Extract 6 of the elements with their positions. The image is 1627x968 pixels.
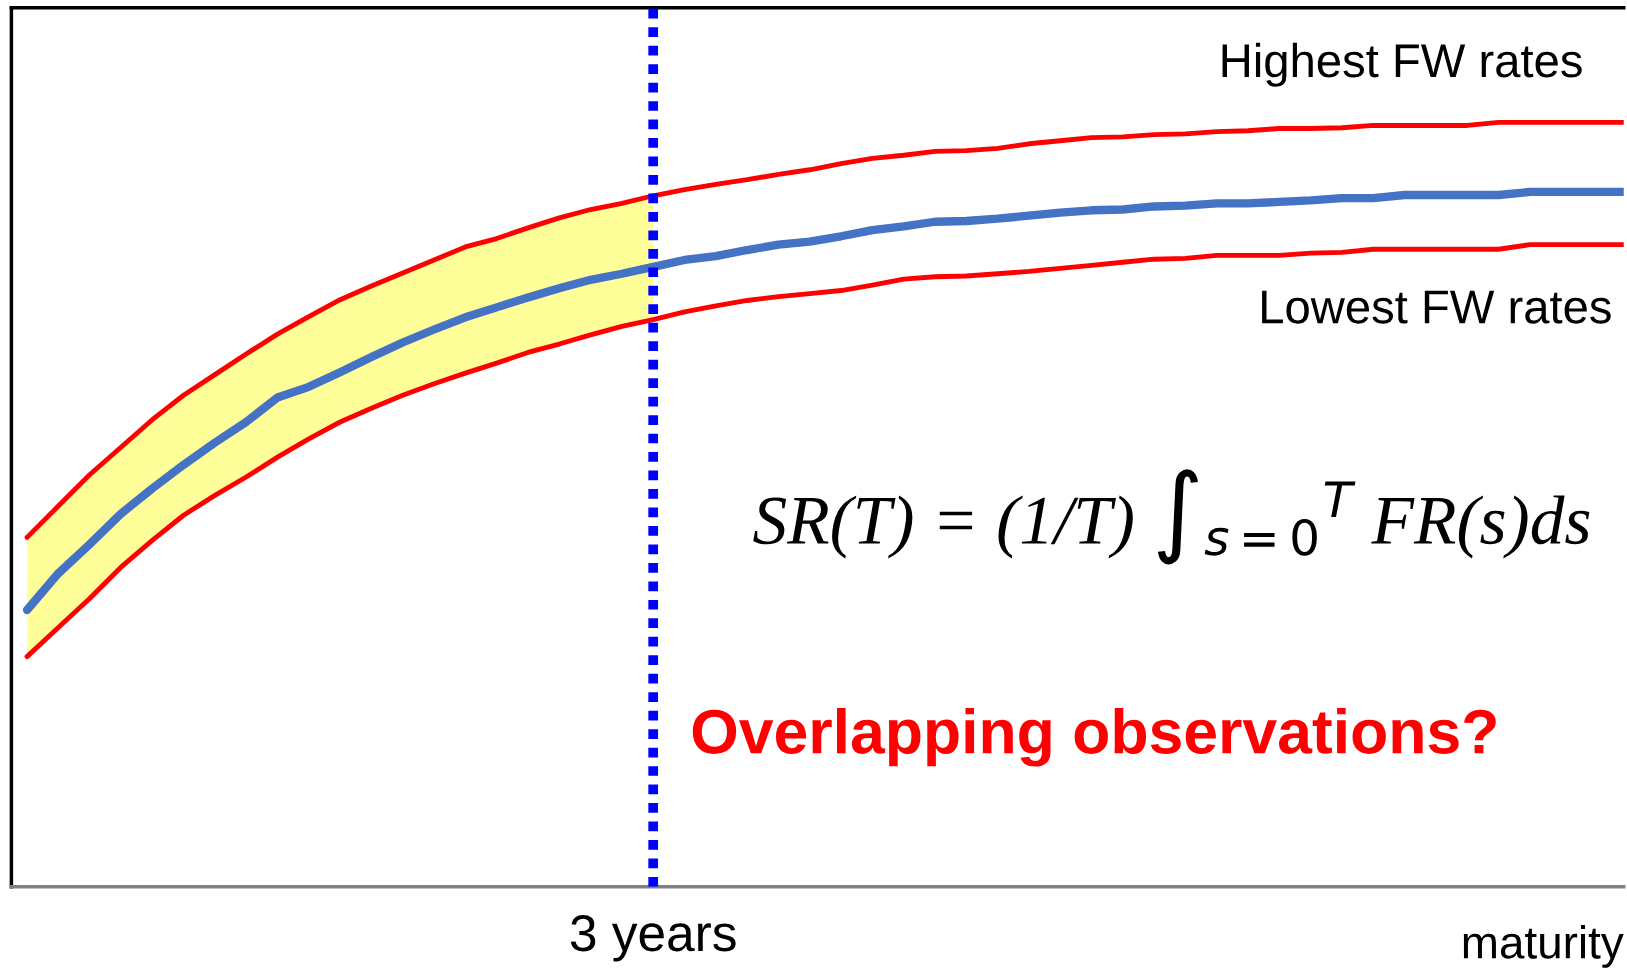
text: 3 years: [570, 915, 736, 962]
x-axis-title: maturity: [1463, 925, 1624, 968]
series-label: Lowest FW rates: [1262, 290, 1611, 324]
series-label: Highest FW rates: [1222, 42, 1582, 87]
annotation: Overlapping observations?: [692, 708, 1496, 767]
annotation: SR(T) = (1/T) ∫$_{s=0}$$^{T}$ FR(s)ds: [753, 469, 1590, 565]
